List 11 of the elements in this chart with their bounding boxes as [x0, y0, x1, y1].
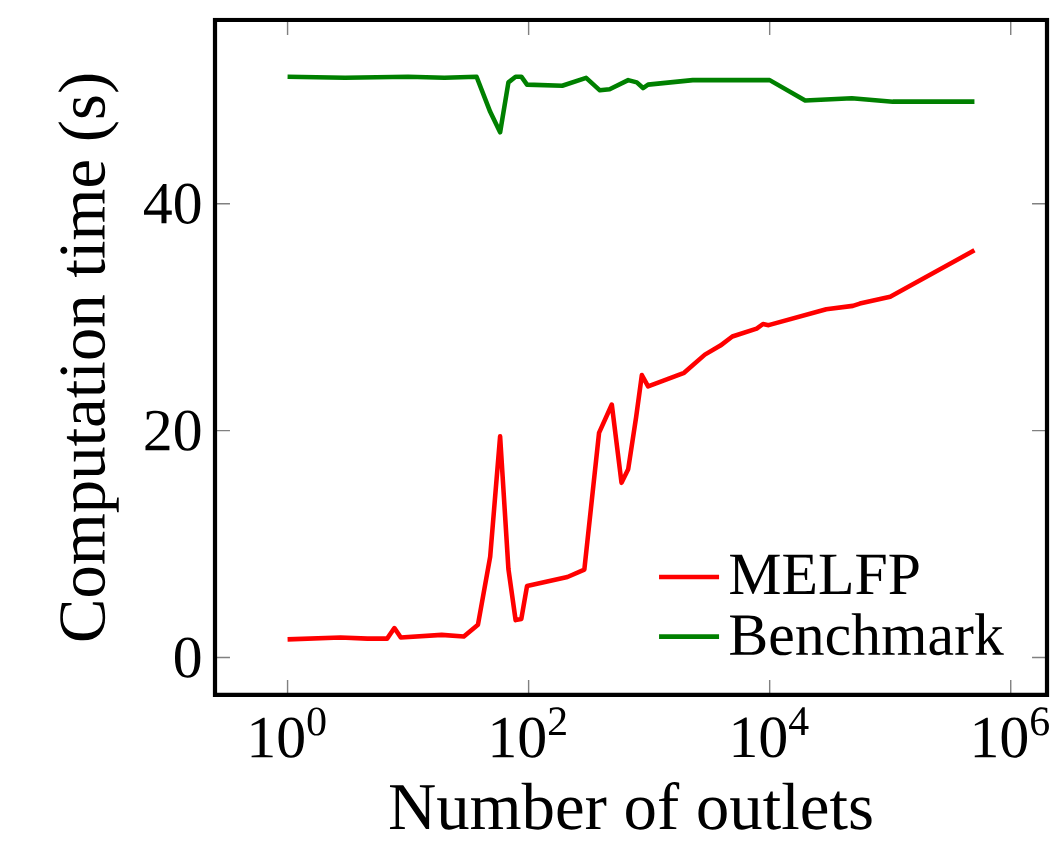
y-tick-label: 40 [143, 183, 201, 224]
x-tick-label: 10$^{2}$ [492, 707, 566, 758]
legend-label: Benchmark [730, 613, 1004, 656]
x-tick-label: 10$^{4}$ [733, 707, 809, 758]
x-tick-label: 10$^{0}$ [251, 707, 326, 758]
y-axis-title: Computation time (s) [58, 74, 119, 641]
legend-label: MELFP [730, 554, 919, 594]
x-axis-title: Number of outlets [389, 781, 872, 830]
y-tick-label: 20 [145, 410, 201, 451]
x-tick-label: 10$^{6}$ [974, 707, 1049, 758]
y-tick-label: 0 [174, 637, 201, 678]
